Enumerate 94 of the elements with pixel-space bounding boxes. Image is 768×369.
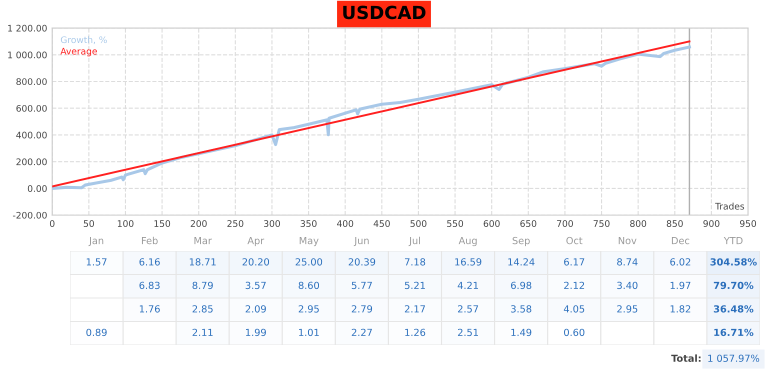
x-tick-label: 400 bbox=[337, 220, 354, 227]
data-label: 0.89 bbox=[86, 328, 107, 336]
x-tick-label: 650 bbox=[520, 220, 536, 227]
data-label: 5.21 bbox=[404, 282, 425, 290]
data-label: 8.74 bbox=[617, 258, 638, 266]
text: Growth, % bbox=[60, 36, 107, 44]
data-label: 2.09 bbox=[246, 305, 266, 313]
x-tick-label: 50 bbox=[84, 220, 94, 227]
x-tick-label: Mar bbox=[194, 237, 212, 244]
data-label: 6.83 bbox=[139, 282, 160, 290]
data-label: 2.17 bbox=[404, 305, 425, 312]
data-label: 2.85 bbox=[192, 305, 213, 313]
x-tick-label: 950 bbox=[740, 220, 756, 227]
data-label: 1.99 bbox=[246, 328, 266, 336]
x-axis-title: Trades bbox=[715, 202, 744, 210]
x-tick-label: 350 bbox=[300, 220, 317, 227]
data-label: 20.20 bbox=[242, 258, 270, 266]
x-tick-label: 850 bbox=[666, 220, 683, 227]
x-tick-label: 450 bbox=[374, 220, 390, 227]
x-tick-label: 200 bbox=[190, 220, 207, 227]
data-label: 0.60 bbox=[564, 328, 584, 336]
x-tick-label: Jun bbox=[354, 237, 369, 246]
data-label: 6.98 bbox=[511, 282, 532, 290]
x-tick-label: 600 bbox=[484, 220, 500, 227]
text: 1 057.97% bbox=[708, 354, 760, 362]
x-tick-label: 550 bbox=[447, 220, 464, 227]
text: Average bbox=[60, 48, 97, 56]
x-tick-label: 800 bbox=[630, 220, 646, 227]
x-tick-label: 750 bbox=[594, 220, 610, 227]
data-label: 16.59 bbox=[455, 258, 482, 266]
data-label: 2.27 bbox=[352, 328, 372, 336]
x-tick-label: 100 bbox=[118, 220, 134, 227]
data-label: 1.57 bbox=[86, 258, 107, 266]
data-label: 7.18 bbox=[404, 258, 426, 266]
data-label: 14.24 bbox=[508, 258, 535, 266]
x-tick-label: Oct bbox=[566, 236, 582, 244]
text: Total: bbox=[671, 354, 701, 362]
x-tick-label: Sep bbox=[512, 236, 530, 246]
data-label: 79.70% bbox=[714, 282, 754, 290]
data-label: 6.02 bbox=[670, 258, 690, 266]
data-label: 4.21 bbox=[458, 282, 478, 289]
data-label: 2.79 bbox=[352, 305, 372, 313]
x-tick-label: YTD bbox=[724, 237, 743, 244]
x-tick-label: Jan bbox=[88, 237, 104, 246]
x-tick-label: Apr bbox=[247, 237, 264, 246]
data-label: 2.11 bbox=[192, 328, 213, 336]
data-label: 4.05 bbox=[564, 305, 584, 313]
data-label: 1.82 bbox=[670, 305, 690, 313]
data-label: 304.58% bbox=[710, 258, 757, 266]
data-label: 18.71 bbox=[190, 258, 216, 266]
data-label: 1.26 bbox=[405, 328, 426, 336]
x-tick-label: Nov bbox=[618, 237, 637, 244]
y-tick-label: 1 000.00 bbox=[8, 52, 47, 58]
x-tick-label: 300 bbox=[264, 220, 280, 227]
x-tick-label: Feb bbox=[142, 236, 158, 244]
x-tick-label: 250 bbox=[227, 220, 244, 227]
data-label: 2.57 bbox=[458, 305, 478, 313]
y-tick-label: 1 200.00 bbox=[8, 24, 47, 32]
data-label: 1.49 bbox=[511, 328, 532, 336]
data-label: 8.79 bbox=[192, 282, 213, 290]
data-label: 16.71% bbox=[714, 328, 754, 336]
x-tick-label: 0 bbox=[50, 220, 54, 227]
chart-title: USDCAD bbox=[343, 6, 426, 20]
x-tick-label: May bbox=[300, 237, 319, 246]
data-label: 2.51 bbox=[458, 328, 478, 336]
data-label: 36.48% bbox=[714, 305, 754, 313]
data-label: 1.97 bbox=[670, 282, 690, 290]
x-tick-label: Jul bbox=[408, 236, 420, 246]
data-label: 3.40 bbox=[617, 282, 638, 290]
y-tick-label: 0.00 bbox=[28, 185, 47, 192]
data-label: 2.95 bbox=[617, 305, 638, 313]
y-tick-label: -200.00 bbox=[12, 212, 47, 219]
x-tick-label: Aug bbox=[458, 237, 477, 246]
data-label: 3.58 bbox=[511, 305, 532, 313]
data-label: 20.39 bbox=[348, 258, 376, 266]
data-label: 6.17 bbox=[564, 258, 584, 266]
x-tick-label: 900 bbox=[703, 220, 720, 227]
x-tick-label: 500 bbox=[410, 220, 426, 227]
data-label: 25.00 bbox=[296, 258, 322, 266]
data-label: 1.76 bbox=[140, 305, 160, 313]
y-tick-label: 200.00 bbox=[16, 158, 47, 166]
x-tick-label: 700 bbox=[557, 220, 573, 227]
data-label: 8.60 bbox=[298, 282, 320, 290]
data-label: 2.12 bbox=[564, 282, 584, 289]
data-label: 2.95 bbox=[298, 305, 319, 313]
y-tick-label: 800.00 bbox=[16, 78, 47, 86]
data-label: 1.01 bbox=[299, 328, 319, 336]
y-tick-label: 600.00 bbox=[16, 104, 47, 112]
y-tick-label: 400.00 bbox=[16, 132, 47, 139]
data-label: 5.77 bbox=[352, 282, 372, 290]
x-tick-label: 150 bbox=[154, 220, 170, 227]
data-label: 3.57 bbox=[246, 282, 266, 290]
x-tick-label: Dec bbox=[672, 237, 690, 244]
data-label: 6.16 bbox=[139, 258, 160, 266]
